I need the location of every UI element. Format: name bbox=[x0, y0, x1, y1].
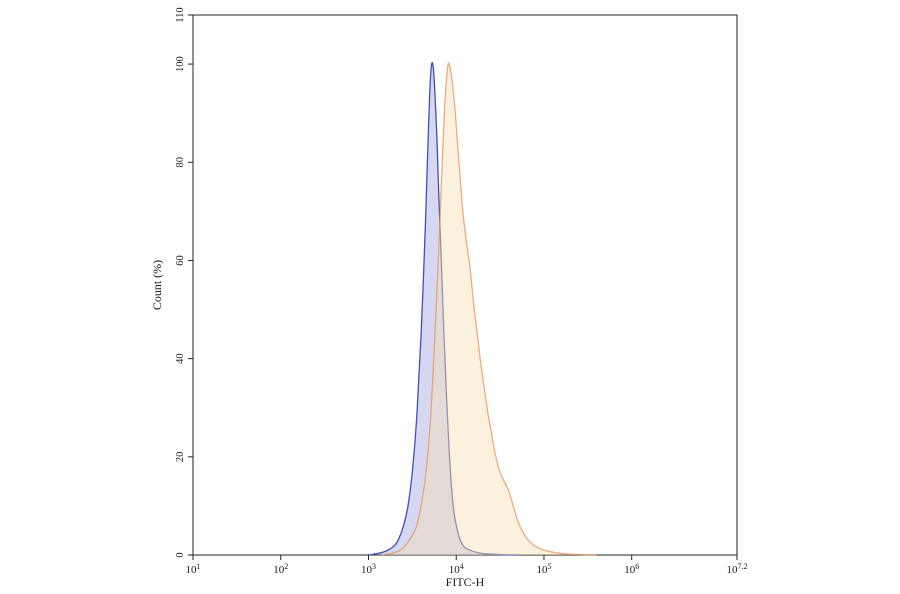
curve-sample-fill bbox=[381, 63, 597, 555]
x-axis-label: FITC-H bbox=[446, 575, 485, 589]
y-tick-label: 20 bbox=[175, 452, 186, 463]
axis-tick-labels: 0 20 40 60 80 100 110 101 102 103 104 105 106 107.2 bbox=[175, 7, 748, 576]
x-tick-label: 104 bbox=[449, 562, 464, 576]
x-tick-label: 105 bbox=[536, 562, 551, 576]
x-tick-label: 103 bbox=[361, 562, 376, 576]
axis-ticks bbox=[188, 14, 738, 560]
y-tick-label: 80 bbox=[175, 157, 186, 168]
y-axis-label: Count (%) bbox=[150, 260, 164, 310]
curve-sample bbox=[381, 62, 597, 556]
x-tick-label: 101 bbox=[186, 562, 201, 576]
y-tick-label: 110 bbox=[175, 7, 186, 22]
x-tick-label: 102 bbox=[273, 562, 288, 576]
y-tick-label: 60 bbox=[175, 255, 186, 266]
x-tick-label: 107.2 bbox=[727, 562, 748, 576]
curve-control bbox=[368, 62, 518, 556]
y-tick-label: 0 bbox=[175, 552, 186, 557]
curve-control-fill bbox=[368, 62, 518, 555]
x-tick-label: 106 bbox=[624, 562, 639, 576]
y-tick-label: 40 bbox=[175, 353, 186, 364]
histogram-areas bbox=[368, 62, 597, 556]
plot-border bbox=[192, 14, 738, 556]
y-tick-label: 100 bbox=[175, 56, 186, 72]
